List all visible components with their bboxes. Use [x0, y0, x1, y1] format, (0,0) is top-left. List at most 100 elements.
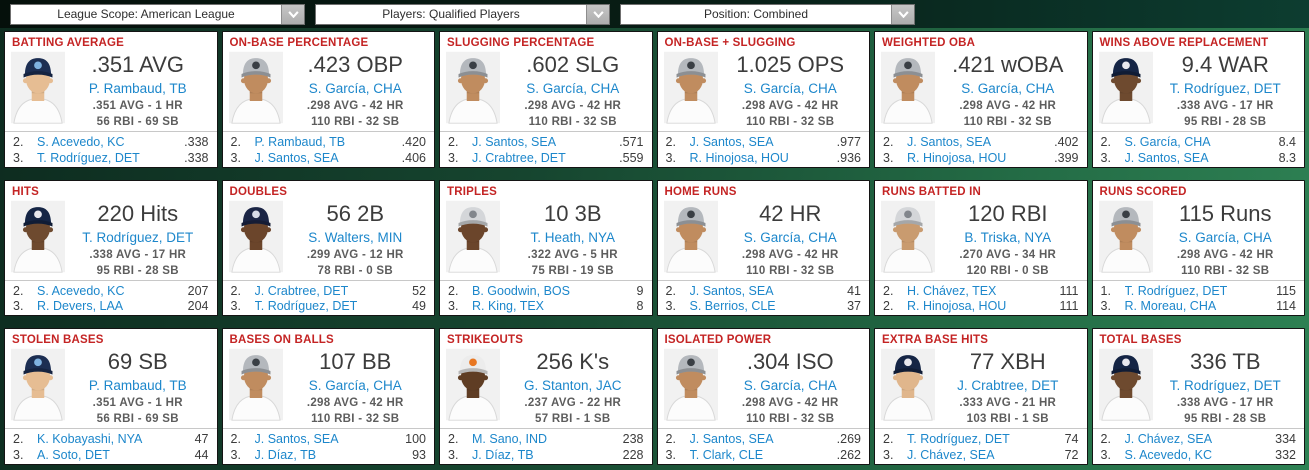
row-player-link[interactable]: J. Díaz, TB	[472, 447, 534, 462]
row-player-link[interactable]: J. Gatewood, MIN	[472, 463, 623, 464]
row-player-link[interactable]: T. Clark, CLE	[472, 166, 619, 167]
row-player-link[interactable]: T. Rodríguez, DET	[37, 150, 140, 165]
row-player-link[interactable]: T. Rodríguez, DET	[254, 299, 358, 314]
leader-name-link[interactable]: T. Rodríguez, DET	[82, 229, 194, 245]
row-player-link[interactable]: K. Kobayashi, NYA	[37, 432, 143, 447]
row-player-link[interactable]: A. Soto, DET	[37, 447, 110, 462]
players-filter-dropdown[interactable]: Players: Qualified Players	[315, 3, 610, 25]
row-player-link[interactable]: T. Rodríguez, DET	[1124, 283, 1228, 298]
row-player-link[interactable]: M. Sano, IND	[472, 432, 548, 447]
row-player-link[interactable]: J. Santos, SEA	[907, 463, 1065, 464]
leader-name-link[interactable]: S. García, CHA	[743, 229, 837, 245]
chevron-down-icon[interactable]	[891, 4, 914, 24]
leaderboard-row: 2. J. Santos, SEA .571	[448, 135, 644, 151]
row-player-link[interactable]: H. Chávez, TEX	[907, 283, 997, 298]
row-player-link[interactable]: J. Crawford, BOS	[37, 463, 195, 464]
row-player-link[interactable]: J. Díaz, TB	[254, 447, 317, 462]
row-stat-value: 111	[1059, 299, 1079, 314]
row-player-link[interactable]: J. Santos, SEA	[1124, 150, 1209, 165]
leader-name-link[interactable]: S. García, CHA	[743, 81, 837, 96]
row-player-link[interactable]: J. Crabtree, DET	[37, 166, 184, 167]
row-player-link[interactable]: S. García, CHA	[1124, 135, 1211, 149]
stat-category-title: TRIPLES	[447, 185, 497, 198]
row-player-link[interactable]: W. Jackson, JAC	[255, 166, 402, 167]
row-player-link[interactable]: R. Hinojosa, HOU	[907, 299, 1007, 314]
row-player-link[interactable]: J. Santos, SEA	[689, 432, 774, 447]
row-player-link[interactable]: S. Acevedo, KC	[907, 166, 1054, 167]
leaderboard-row: 2. B. Goodwin, BOS 9	[448, 284, 644, 300]
row-player-link[interactable]: R. King, TEX	[472, 299, 545, 314]
row-player-link[interactable]: J. Chávez, SEA	[1124, 432, 1213, 447]
row-player-link[interactable]: S. Acevedo, KC	[37, 135, 125, 149]
leader-name-link[interactable]: S. García, CHA	[961, 81, 1055, 96]
leader-name-link[interactable]: B. Triska, NYA	[964, 229, 1052, 245]
row-rank: 3.	[665, 150, 676, 165]
row-player-link[interactable]: J. Rangel, TEX	[690, 315, 848, 316]
row-player-link[interactable]: J. Santos, SEA	[907, 135, 992, 149]
row-player-link[interactable]: W. Jackson, JAC	[255, 463, 413, 464]
row-player-link[interactable]: J. Santos, SEA	[254, 150, 339, 165]
row-player-link[interactable]: J. Santos, SEA	[1125, 463, 1276, 464]
position-filter-dropdown[interactable]: Position: Combined	[620, 3, 915, 25]
row-player-link[interactable]: S. Acevedo, KC	[1124, 447, 1213, 462]
row-player-link[interactable]: S. García, CHA	[907, 315, 1059, 316]
chevron-down-icon[interactable]	[281, 4, 304, 24]
row-player-link[interactable]: R. Moreau, CHA	[1124, 299, 1217, 314]
row-player-link[interactable]: A. Soto, DET	[1125, 315, 1277, 316]
leader-stat-value: 56 2B	[326, 200, 385, 226]
leader-name-link[interactable]: S. García, CHA	[308, 378, 402, 394]
leaderboard-row: 4.R. Moreau, CHA45	[231, 315, 427, 316]
player-headshot-icon	[881, 349, 935, 421]
row-rank: 4.	[13, 463, 37, 464]
leader-name-link[interactable]: S. Walters, MIN	[308, 229, 403, 245]
row-player-link[interactable]: J. Crabtree, DET	[472, 150, 566, 165]
row-player-link[interactable]: T. Rodríguez, DET	[907, 432, 1010, 447]
row-stat-value: .420	[401, 135, 426, 149]
chevron-down-icon[interactable]	[586, 4, 609, 24]
row-rank: 3.	[883, 463, 907, 464]
leader-name-link[interactable]: J. Crabtree, DET	[957, 378, 1059, 394]
runners-up-list: 2. J. Santos, SEA .402 3. R. Hinojosa, HOU .3…	[875, 131, 1087, 167]
row-player-link[interactable]: J. Santos, SEA	[254, 432, 339, 447]
leader-stat-value: 1.025 OPS	[736, 52, 845, 77]
leader-name-link[interactable]: T. Rodríguez, DET	[1169, 81, 1281, 96]
row-player-link[interactable]: J. Santos, SEA	[472, 135, 557, 149]
row-player-link[interactable]: T. Rodríguez, DET	[472, 315, 637, 316]
row-rank: 3.	[665, 299, 676, 314]
row-player-link[interactable]: B. Goodwin, BOS	[472, 283, 570, 298]
leaderboard-row: 4.J. Crabtree, DET.333	[13, 166, 209, 167]
row-player-link[interactable]: P. Rambaud, TB	[1125, 166, 1279, 167]
row-player-link[interactable]: J. Chávez, SEA	[907, 447, 995, 462]
row-player-link[interactable]: T. Clark, CLE	[689, 447, 764, 462]
row-player-link[interactable]: R. Hinojosa, HOU	[907, 150, 1007, 165]
row-stat-value: 204	[187, 299, 209, 314]
row-player-link[interactable]: R. Moreau, CHA	[255, 315, 413, 316]
row-player-link[interactable]: J. Crabtree, DET	[254, 283, 349, 298]
leader-name-link[interactable]: S. García, CHA	[526, 81, 620, 96]
league-scope-dropdown[interactable]: League Scope: American League	[10, 3, 305, 25]
leader-name-link[interactable]: S. García, CHA	[743, 378, 837, 394]
leader-name-link[interactable]: T. Heath, NYA	[530, 229, 616, 245]
leader-name-link[interactable]: S. García, CHA	[308, 81, 402, 96]
leader-section: .421 wOBA S. García, CHA .298 AVG - 42 H…	[875, 50, 1087, 128]
leader-name-link[interactable]: T. Rodríguez, DET	[1169, 378, 1281, 394]
leader-name-link[interactable]: P. Rambaud, TB	[88, 81, 187, 96]
row-player-link[interactable]: J. Santos, SEA	[689, 135, 774, 149]
row-player-link[interactable]: S. Acevedo, KC	[37, 283, 125, 298]
row-player-link[interactable]: J. Santos, SEA	[689, 283, 774, 298]
row-rank: 4.	[231, 315, 255, 316]
leader-name-link[interactable]: S. García, CHA	[1178, 229, 1272, 245]
row-player-link[interactable]: R. Devers, LAA	[37, 299, 124, 314]
row-player-link[interactable]: P. Rambaud, TB	[254, 135, 346, 149]
row-stat-value: .571	[619, 135, 644, 149]
leader-stat-line-1: .298 AVG - 42 HR	[741, 248, 839, 261]
row-player-link[interactable]: J. Chávez, SEA	[37, 315, 188, 316]
row-player-link[interactable]: R. Hinojosa, HOU	[689, 150, 789, 165]
row-player-link[interactable]: S. Berrios, CLE	[690, 463, 837, 464]
leader-name-link[interactable]: P. Rambaud, TB	[88, 378, 187, 394]
leader-name-link[interactable]: G. Stanton, JAC	[523, 378, 622, 394]
row-player-link[interactable]: S. Berrios, CLE	[689, 299, 776, 314]
row-player-link[interactable]: S. Acevedo, KC	[690, 166, 837, 167]
row-stat-value: .406	[401, 150, 426, 165]
leader-stat-value: 69 SB	[107, 349, 168, 375]
